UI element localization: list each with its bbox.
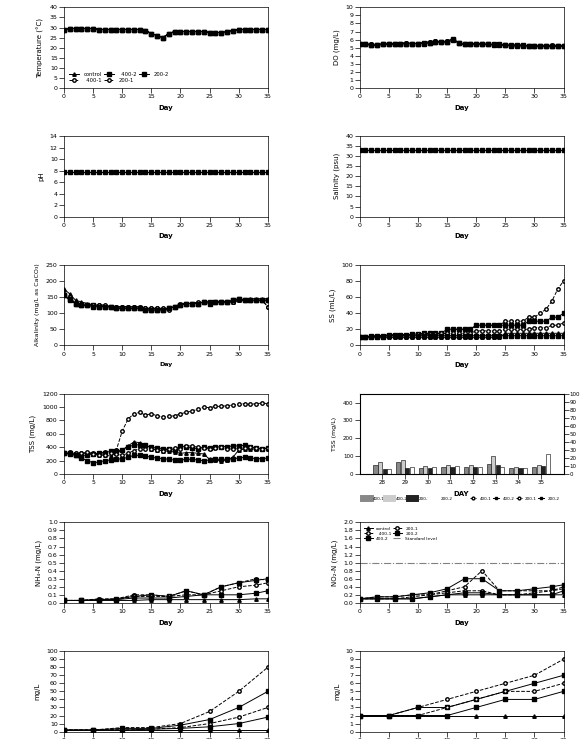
Bar — [405, 468, 409, 474]
Bar — [532, 467, 536, 474]
Bar — [514, 467, 518, 474]
Bar — [401, 460, 405, 474]
Bar — [478, 467, 482, 474]
Bar — [396, 463, 400, 474]
Bar — [410, 467, 414, 474]
Bar — [546, 454, 550, 474]
Bar — [419, 468, 423, 474]
X-axis label: Day: Day — [454, 234, 469, 239]
Bar — [382, 469, 386, 474]
Y-axis label: TSS (mg/L): TSS (mg/L) — [30, 415, 37, 453]
Y-axis label: Temperature (°C): Temperature (°C) — [37, 18, 44, 78]
Bar — [469, 465, 473, 474]
Bar — [473, 467, 477, 474]
Bar — [450, 467, 454, 474]
Bar — [537, 465, 541, 474]
Y-axis label: TSS (mg/L): TSS (mg/L) — [332, 417, 338, 451]
X-axis label: Day: Day — [159, 105, 173, 111]
X-axis label: Day: Day — [159, 234, 173, 239]
Y-axis label: DO (mg/L): DO (mg/L) — [333, 30, 340, 66]
Y-axis label: pH: pH — [38, 171, 44, 181]
X-axis label: Day: Day — [159, 362, 173, 367]
Bar — [378, 463, 382, 474]
Legend: control,   400-1,   400-2, 200-1, 200-2: control, 400-1, 400-2, 200-1, 200-2 — [67, 70, 171, 85]
Legend: 400-1, 400-2, 200-1, 200-2: 400-1, 400-2, 200-1, 200-2 — [362, 495, 454, 503]
Bar — [428, 468, 432, 474]
X-axis label: Day: Day — [454, 620, 469, 626]
Bar — [492, 456, 496, 474]
Y-axis label: mg/L: mg/L — [334, 683, 340, 700]
Legend: 400-1, 400-2, 200-1, 200-2: 400-1, 400-2, 200-1, 200-2 — [468, 495, 561, 503]
Bar — [518, 468, 522, 474]
X-axis label: Day: Day — [159, 491, 173, 497]
Bar — [541, 466, 545, 474]
Bar — [442, 467, 446, 474]
Legend: control,   400-1, 400-2, 200-1, 200-2, Standard level: control, 400-1, 400-2, 200-1, 200-2, Sta… — [362, 525, 439, 542]
Bar — [500, 467, 504, 474]
Bar — [455, 466, 459, 474]
Bar — [432, 467, 436, 474]
Bar — [510, 468, 514, 474]
X-axis label: Day: Day — [454, 362, 469, 368]
Y-axis label: SS (mL/L): SS (mL/L) — [329, 288, 336, 321]
X-axis label: Day: Day — [159, 620, 173, 626]
Y-axis label: NH₄-N (mg/L): NH₄-N (mg/L) — [35, 539, 42, 586]
X-axis label: Day: Day — [454, 105, 469, 111]
Bar — [374, 465, 378, 474]
X-axis label: DAY: DAY — [454, 491, 469, 497]
Y-axis label: NO₂-N (mg/L): NO₂-N (mg/L) — [331, 539, 338, 586]
Bar — [487, 464, 491, 474]
Bar — [496, 465, 500, 474]
Y-axis label: Salinity (psu): Salinity (psu) — [333, 153, 340, 200]
Bar — [523, 468, 527, 474]
Bar — [446, 465, 450, 474]
Bar — [387, 469, 391, 474]
Bar — [424, 466, 428, 474]
Y-axis label: mg/L: mg/L — [34, 683, 41, 700]
Bar — [464, 467, 468, 474]
Y-axis label: Alkalinity (mg/L as CaCO₃): Alkalinity (mg/L as CaCO₃) — [35, 264, 40, 347]
